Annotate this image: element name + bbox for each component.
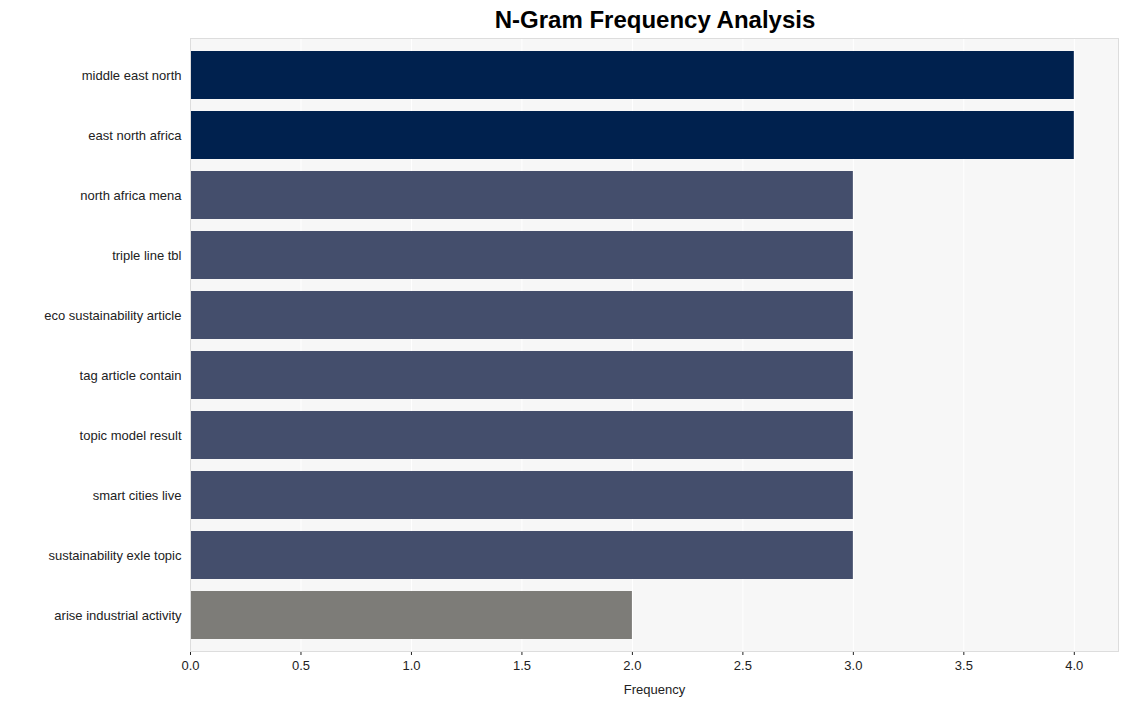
svg-text:2.0: 2.0 [623, 658, 641, 673]
html-text:N-Gram Frequency Analysis: N-Gram Frequency Analysis [494, 6, 816, 33]
svg-text:smart cities live: smart cities live [93, 488, 182, 503]
svg-text:0.5: 0.5 [292, 658, 310, 673]
svg-text:topic model result: topic model result [80, 428, 182, 443]
svg-text:eco sustainability article: eco sustainability article [44, 308, 181, 323]
svg-text:triple line tbl: triple line tbl [112, 248, 181, 263]
svg-text:1.0: 1.0 [402, 658, 420, 673]
svg-text:Frequency: Frequency [624, 682, 686, 697]
svg-text:middle east north: middle east north [82, 68, 182, 83]
svg-text:tag article contain: tag article contain [80, 368, 182, 383]
svg-text:0.0: 0.0 [181, 658, 199, 673]
svg-text:sustainability exle topic: sustainability exle topic [49, 548, 182, 563]
svg-text:east north africa: east north africa [88, 128, 182, 143]
svg-text:3.0: 3.0 [844, 658, 862, 673]
svg-text:4.0: 4.0 [1065, 658, 1083, 673]
svg-text:1.5: 1.5 [513, 658, 531, 673]
svg-text:north africa mena: north africa mena [80, 188, 182, 203]
svg-text:2.5: 2.5 [734, 658, 752, 673]
svg-text:arise industrial activity: arise industrial activity [54, 608, 182, 623]
svg-text:3.5: 3.5 [955, 658, 973, 673]
